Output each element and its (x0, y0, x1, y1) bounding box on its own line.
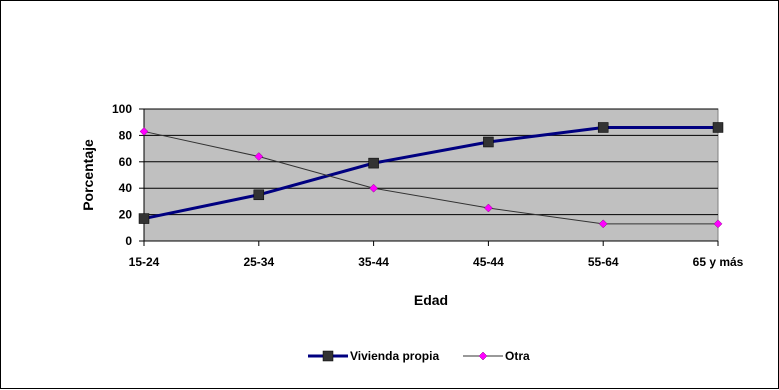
y-tick-label: 40 (119, 181, 133, 195)
legend: Vivienda propia Otra (308, 349, 530, 363)
data-point (713, 219, 723, 229)
y-axis: 0 20 40 60 80 100 (112, 102, 145, 248)
data-point (484, 203, 493, 213)
data-point (368, 157, 379, 169)
y-tick-label: 80 (119, 128, 133, 142)
data-point (369, 183, 378, 193)
data-point (597, 122, 609, 133)
data-point (138, 213, 150, 224)
x-axis-title: Edad (414, 292, 448, 308)
y-axis-title: Porcentaje (80, 139, 96, 211)
y-tick-label: 100 (112, 102, 132, 116)
legend-label: Vivienda propia (350, 349, 439, 363)
y-tick-label: 60 (119, 155, 133, 169)
data-point (253, 189, 265, 201)
plot-area (143, 108, 719, 242)
x-tick-label: 55-64 (588, 255, 619, 269)
data-point (598, 219, 608, 229)
legend-label: Otra (505, 349, 530, 363)
data-point (139, 127, 149, 136)
y-tick-label: 0 (125, 234, 132, 248)
data-point (254, 152, 264, 161)
series-line (143, 130, 718, 225)
series-line (143, 125, 718, 221)
data-point (483, 136, 494, 148)
series (138, 122, 724, 229)
gridlines (144, 108, 718, 216)
x-tick-label: 15-24 (129, 255, 160, 269)
legend-marker (322, 350, 334, 362)
x-tick-label: 65 y más (693, 255, 744, 269)
legend-marker (478, 351, 488, 361)
x-axis: 15-24 25-34 35-44 45-44 55-64 65 y más (129, 240, 744, 269)
x-tick-label: 25-34 (243, 255, 274, 269)
x-tick-label: 35-44 (358, 255, 389, 269)
x-tick-label: 45-44 (473, 255, 504, 269)
data-point (712, 122, 724, 133)
y-tick-label: 20 (119, 208, 133, 222)
